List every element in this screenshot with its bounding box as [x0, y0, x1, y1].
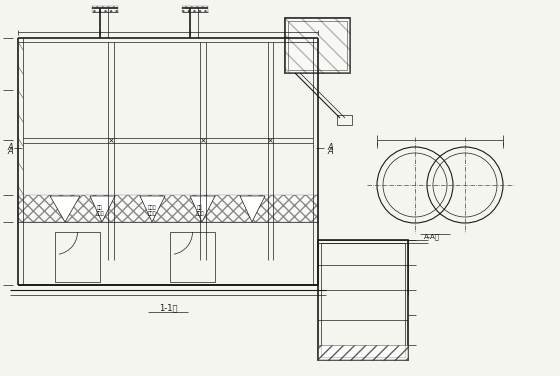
Bar: [18, 195, 318, 222]
Text: A: A: [7, 147, 13, 156]
Bar: [288, 21, 347, 70]
Polygon shape: [190, 196, 215, 222]
Bar: [170, 232, 215, 282]
Bar: [182, 6, 208, 12]
Text: A: A: [7, 144, 13, 153]
Bar: [337, 115, 352, 125]
Polygon shape: [240, 196, 265, 222]
Polygon shape: [90, 196, 115, 222]
Text: 1-1剖: 1-1剖: [158, 303, 178, 312]
Bar: [318, 240, 408, 360]
Bar: [285, 18, 350, 73]
Bar: [318, 345, 408, 360]
Bar: [55, 232, 100, 282]
Text: A-A剖: A-A剖: [424, 233, 440, 240]
Bar: [285, 18, 350, 73]
Text: 构造柱
配筋图: 构造柱 配筋图: [148, 205, 156, 216]
Bar: [321, 243, 405, 357]
Polygon shape: [50, 196, 80, 222]
Text: A: A: [327, 147, 333, 156]
Polygon shape: [140, 196, 165, 222]
Text: 砌体
构造柱: 砌体 构造柱: [195, 205, 204, 216]
Text: 砌体
构造柱: 砌体 构造柱: [96, 205, 104, 216]
Text: A: A: [327, 144, 333, 153]
Bar: [92, 6, 118, 12]
